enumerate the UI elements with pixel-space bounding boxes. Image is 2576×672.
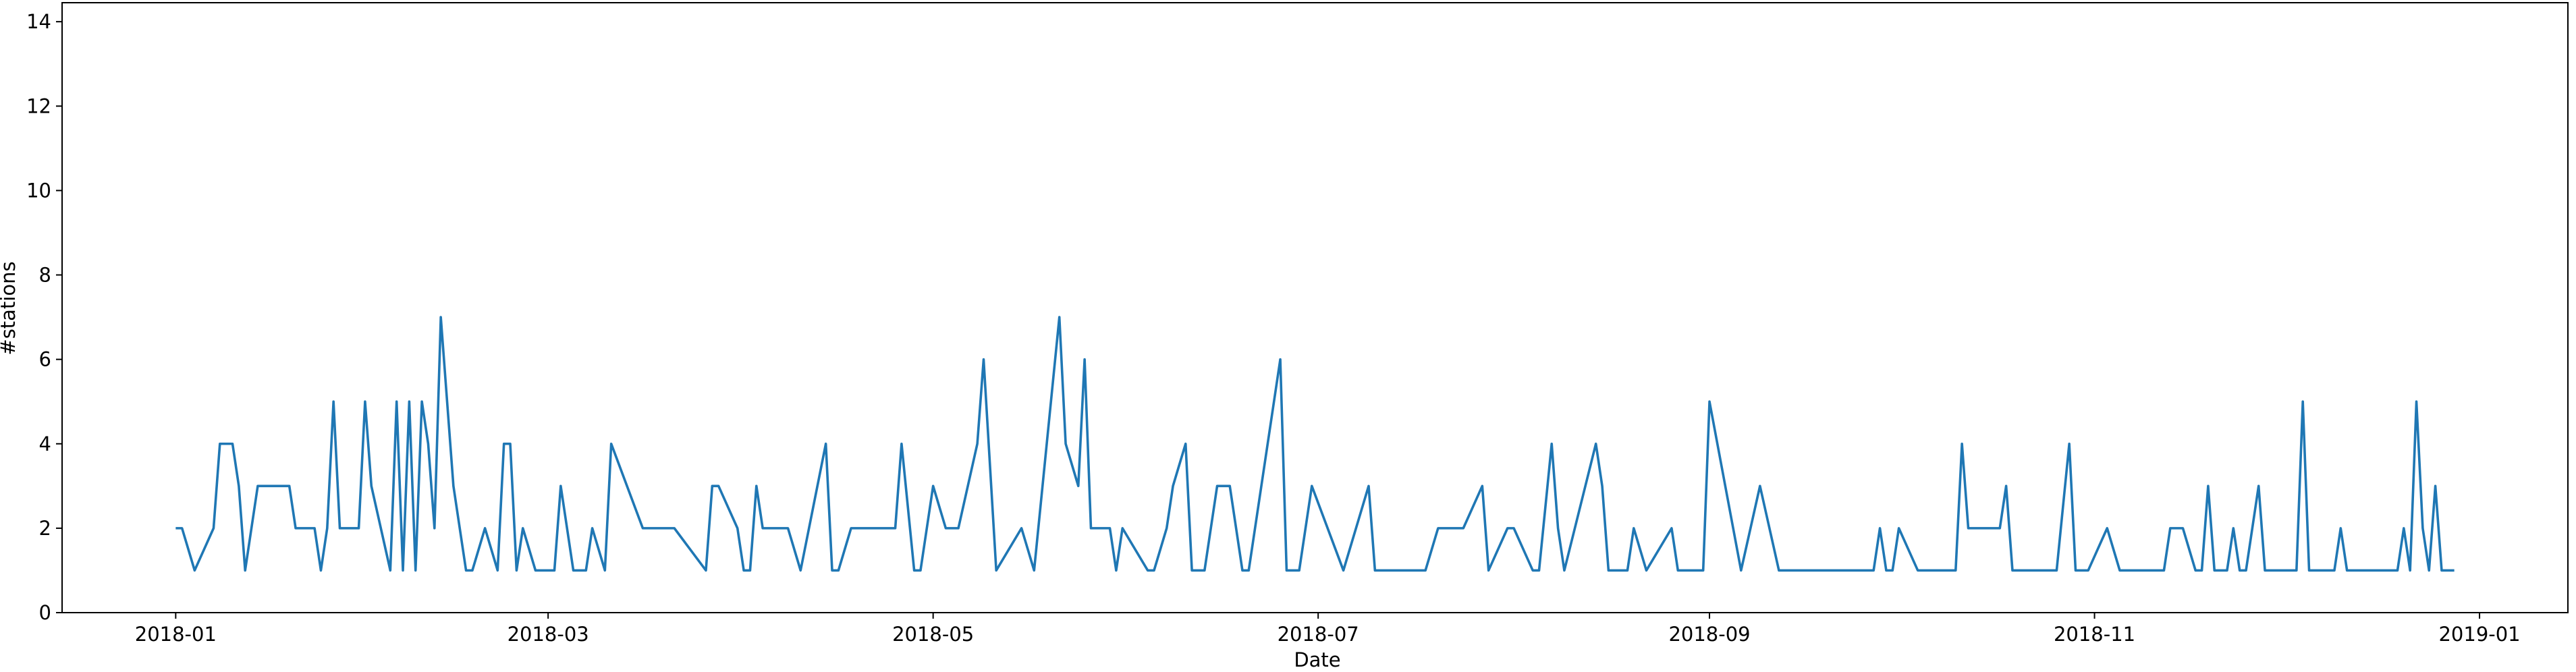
x-tick-label: 2018-07 xyxy=(1278,623,1359,646)
y-tick-label: 10 xyxy=(26,179,51,202)
plot-frame xyxy=(61,2,2569,613)
x-tick-label: 2018-01 xyxy=(135,623,217,646)
y-tick-label: 12 xyxy=(26,94,51,117)
y-tick-label: 0 xyxy=(39,601,51,624)
x-tick-label: 2019-01 xyxy=(2438,623,2520,646)
x-tick-label: 2018-11 xyxy=(2054,623,2135,646)
x-tick-label: 2018-05 xyxy=(892,623,974,646)
y-tick-label: 8 xyxy=(39,264,51,287)
y-axis-label: #stations xyxy=(0,261,20,355)
y-tick-label: 6 xyxy=(39,348,51,371)
x-axis-label: Date xyxy=(1294,648,1340,671)
line xyxy=(175,316,2455,572)
y-tick-label: 14 xyxy=(26,10,51,33)
x-tick-label: 2018-09 xyxy=(1668,623,1750,646)
x-tick-label: 2018-03 xyxy=(508,623,589,646)
y-tick-label: 4 xyxy=(39,432,51,455)
y-tick-label: 2 xyxy=(39,517,51,540)
